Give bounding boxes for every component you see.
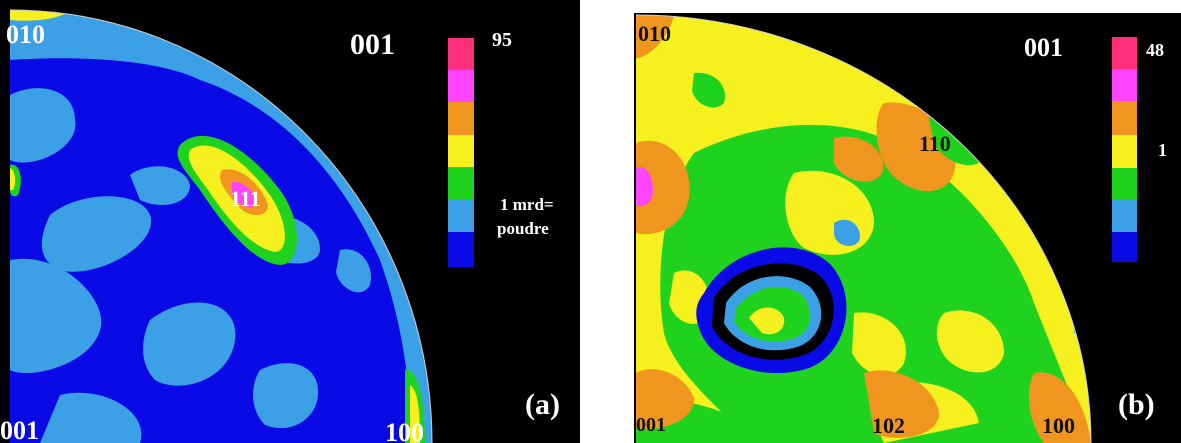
scale-mid-a: 1 mrd= [500, 195, 554, 214]
pole-100-a: 100 [385, 418, 424, 443]
pole-010-a: 010 [6, 20, 45, 49]
pole-110-b: 110 [919, 131, 951, 156]
pole-100-b: 100 [1042, 413, 1075, 438]
pole-102-b: 102 [872, 413, 905, 438]
pole-figure-b-map [635, 14, 1137, 443]
scale-max-a: 95 [492, 29, 512, 51]
pole-figure-panel-b: 001 48 1 010 001 102 100 110 (b) [634, 13, 1181, 443]
plane-label-a: 001 [350, 28, 395, 61]
scale-mid-b: 1 [1158, 140, 1167, 160]
pole-010-b: 010 [638, 21, 671, 46]
scale-max-b: 48 [1146, 40, 1164, 60]
pole-111-a: 111 [230, 186, 261, 211]
color-scale-b [1112, 37, 1137, 262]
plane-label-b: 001 [1024, 33, 1063, 62]
panel-tag-b: (b) [1118, 388, 1155, 421]
pole-001-b: 001 [636, 414, 666, 436]
color-scale-a [448, 38, 474, 267]
pole-figure-panel-a: 001 95 1 mrd= poudre 010 001 100 111 (a) [0, 0, 580, 443]
panel-tag-a: (a) [525, 388, 560, 421]
scale-mid2-a: poudre [497, 219, 549, 238]
pole-figure-a-map [9, 9, 474, 443]
pole-001-a: 001 [0, 416, 39, 443]
